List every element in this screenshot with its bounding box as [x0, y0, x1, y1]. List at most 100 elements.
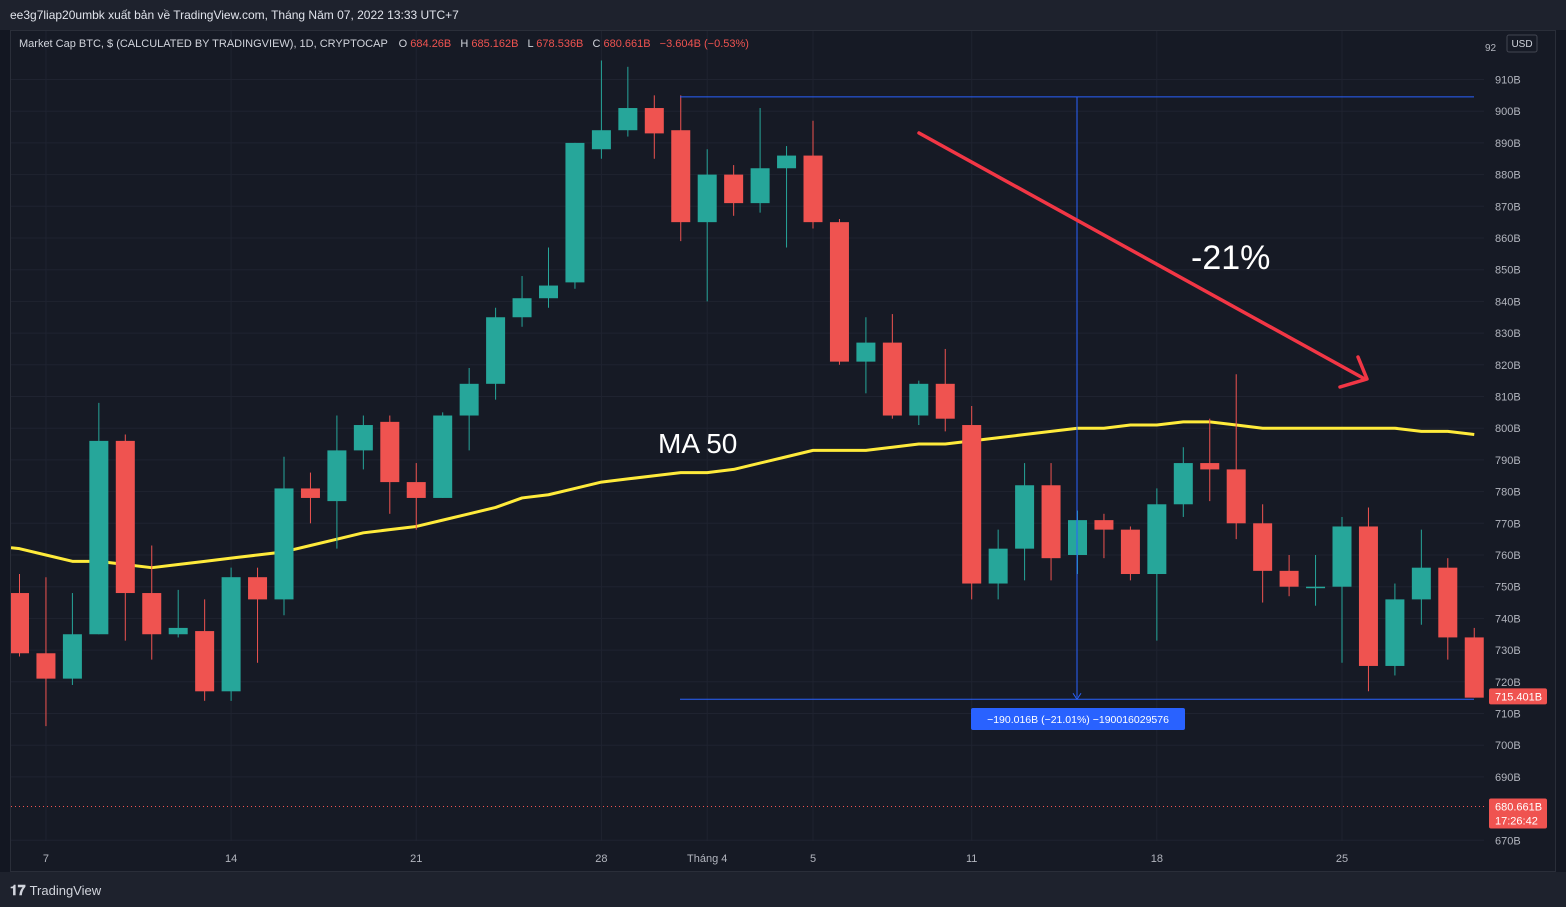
candle[interactable]: [11, 574, 29, 657]
candle[interactable]: [935, 348, 955, 432]
currency-button[interactable]: USD: [1506, 34, 1538, 53]
candle[interactable]: [1041, 463, 1061, 581]
candle[interactable]: [115, 434, 135, 641]
legend-low-label: L: [528, 38, 534, 50]
ma-50-layer: [11, 420, 1475, 570]
last-price-tag[interactable]: 715.401B: [1489, 688, 1547, 705]
candle[interactable]: [618, 66, 638, 137]
legend-symbol: Market Cap BTC, $ (CALCULATED BY TRADING…: [19, 38, 388, 50]
ma-50-line[interactable]: [11, 420, 1475, 570]
candle[interactable]: [1226, 374, 1246, 540]
candle-body: [142, 593, 162, 635]
price-tick-label: 730B: [1495, 645, 1521, 657]
price-tick-label: 790B: [1495, 455, 1521, 467]
candle[interactable]: [327, 415, 347, 549]
candle[interactable]: [1147, 488, 1167, 641]
price-tick-label: 720B: [1495, 677, 1521, 689]
tradingview-brand[interactable]: 𝟏𝟕 TradingView: [10, 882, 101, 899]
annotations-layer[interactable]: −190.016B (−21.01%) −190016029576: [11, 96, 1484, 808]
time-tick-label: 28: [595, 853, 607, 865]
candle[interactable]: [248, 567, 268, 663]
time-tick-label: 21: [410, 853, 422, 865]
candle[interactable]: [1094, 513, 1114, 559]
candle[interactable]: [803, 120, 823, 229]
candle[interactable]: [62, 593, 82, 685]
candles-layer[interactable]: [11, 60, 1484, 727]
candle[interactable]: [1332, 516, 1352, 663]
price-tick-partial: 92: [1485, 43, 1497, 54]
candle[interactable]: [856, 317, 876, 394]
candle-body: [539, 285, 558, 299]
candle[interactable]: [300, 472, 320, 524]
candle[interactable]: [671, 95, 691, 242]
candle[interactable]: [1438, 558, 1458, 660]
footer-bar: 𝟏𝟕 TradingView: [0, 872, 1566, 907]
candle[interactable]: [591, 60, 611, 159]
candle-body: [618, 108, 638, 131]
candle-body: [11, 593, 29, 654]
candle-body: [168, 627, 188, 635]
candle[interactable]: [1358, 507, 1378, 692]
price-tick-label: 860B: [1495, 233, 1521, 245]
candle[interactable]: [697, 149, 717, 302]
candle[interactable]: [1015, 463, 1035, 581]
grid-lines: [11, 31, 1484, 841]
time-axis[interactable]: 7 14 21 28 Tháng 4 5 11 18 25: [43, 853, 1348, 865]
currency-label[interactable]: USD: [1511, 39, 1532, 50]
candle[interactable]: [221, 567, 241, 701]
candle[interactable]: [353, 415, 373, 470]
candle[interactable]: [1279, 555, 1299, 597]
candle[interactable]: [565, 142, 585, 289]
candle[interactable]: [1120, 526, 1140, 581]
candle[interactable]: [1385, 583, 1405, 676]
candle[interactable]: [644, 95, 664, 159]
candle[interactable]: [1253, 504, 1273, 603]
candle[interactable]: [406, 463, 426, 530]
candle-body: [962, 425, 982, 584]
candle[interactable]: [89, 402, 109, 635]
candle[interactable]: [36, 577, 56, 727]
candle[interactable]: [274, 456, 294, 616]
candle[interactable]: [142, 545, 162, 660]
candle[interactable]: [1411, 529, 1431, 625]
candle-body: [512, 298, 532, 318]
candle[interactable]: [486, 307, 506, 400]
candle[interactable]: [380, 415, 400, 514]
candle[interactable]: [882, 314, 902, 419]
legend-high-label: H: [460, 38, 468, 50]
measure-label-box[interactable]: −190.016B (−21.01%) −190016029576: [971, 708, 1185, 730]
chart-area[interactable]: −190.016B (−21.01%) −190016029576 910B 90…: [10, 30, 1556, 872]
percent-drop-label[interactable]: -21%: [1191, 239, 1270, 277]
candle[interactable]: [459, 367, 479, 451]
time-tick-label: 25: [1336, 853, 1348, 865]
price-tick-label: 690B: [1495, 772, 1521, 784]
candle[interactable]: [1464, 627, 1484, 698]
candle[interactable]: [1200, 418, 1220, 502]
candle[interactable]: [512, 276, 532, 327]
candle[interactable]: [1306, 555, 1326, 606]
candle-body: [591, 130, 611, 150]
price-axis[interactable]: 910B 900B 890B 880B 870B 860B 850B 840B 830B 820B…: [1489, 75, 1547, 848]
trend-arrow-line[interactable]: [917, 131, 1365, 380]
price-tick-label: 740B: [1495, 613, 1521, 625]
ma-label[interactable]: MA 50: [658, 428, 737, 459]
candle[interactable]: [1173, 447, 1193, 517]
candle[interactable]: [433, 412, 453, 498]
candle[interactable]: [750, 108, 770, 213]
candle[interactable]: [777, 146, 797, 248]
candle-body: [36, 653, 56, 679]
candle[interactable]: [539, 247, 558, 308]
time-tick-label: 5: [810, 853, 816, 865]
candle-body: [1279, 570, 1299, 587]
brand-name: TradingView: [29, 883, 102, 898]
candle[interactable]: [168, 589, 188, 638]
candle[interactable]: [829, 218, 849, 365]
current-price-tag[interactable]: 680.661B 17:26:42: [1489, 798, 1547, 829]
candle[interactable]: [724, 165, 744, 216]
candle[interactable]: [988, 529, 1008, 600]
candle[interactable]: [962, 406, 982, 600]
candle[interactable]: [195, 599, 215, 701]
candle-body: [327, 450, 347, 502]
candle-body: [115, 440, 135, 594]
candle[interactable]: [909, 380, 929, 426]
